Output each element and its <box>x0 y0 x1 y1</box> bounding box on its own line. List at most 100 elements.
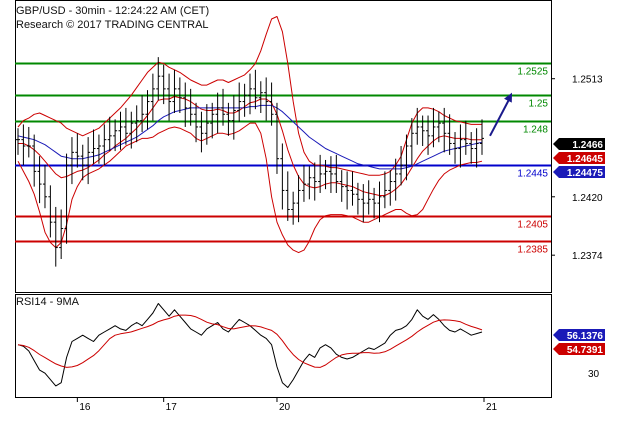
rsi-ma-value-tag: 54.7391 <box>553 343 605 356</box>
price-bar <box>312 162 317 201</box>
level-label: 1.2405 <box>517 220 548 231</box>
price-panel-frame <box>15 0 552 293</box>
price-bar <box>258 81 263 113</box>
price-bar <box>339 170 344 202</box>
price-bar <box>248 73 252 115</box>
price-bar <box>264 77 269 121</box>
price-bar <box>350 171 355 206</box>
price-bar <box>469 132 474 164</box>
price-bar <box>231 95 236 140</box>
price-axis-label: 1.2420 <box>572 193 603 204</box>
rsi-ma-value-box <box>553 343 605 355</box>
price-bar <box>388 170 393 206</box>
price-bar <box>382 171 387 209</box>
level-label: 1.2445 <box>517 169 548 180</box>
price-bar <box>409 118 414 166</box>
level-label: 1.248 <box>523 125 548 136</box>
upper-bollinger-band <box>17 16 482 176</box>
price-bar <box>37 156 42 204</box>
price-bar <box>42 165 47 209</box>
price-bar <box>453 132 458 164</box>
price-bar <box>69 137 74 185</box>
rsi-panel-frame <box>15 294 552 398</box>
price-bar <box>442 107 447 153</box>
rsi-ma-value-label: 54.7391 <box>567 345 604 356</box>
price-bar <box>237 82 242 122</box>
price-axis-label: 1.2374 <box>572 251 603 262</box>
price-bar <box>334 154 339 193</box>
price-bar <box>377 181 382 223</box>
forecast-arrowhead <box>504 92 512 103</box>
price-bar <box>21 124 26 166</box>
lower-bollinger-band <box>17 122 483 254</box>
rsi-value-box <box>553 329 605 341</box>
price-bar <box>145 90 150 130</box>
rsi-value-tag: 56.1376 <box>553 329 605 342</box>
price-bar <box>366 180 371 215</box>
price-bar <box>26 126 31 158</box>
price-bar <box>183 82 188 127</box>
price-bar <box>280 143 285 210</box>
price-bar <box>221 88 226 126</box>
slow-moving-average <box>17 104 483 170</box>
price-bar <box>113 119 118 152</box>
price-bar <box>328 156 333 193</box>
slow-ma-tag: 1.24475 <box>553 166 605 179</box>
price-bar <box>307 166 312 200</box>
chart-title: GBP/USD - 30min - 12:24:22 AM (CET) <box>16 5 210 17</box>
price-bar <box>48 185 53 238</box>
price-bar <box>210 102 215 139</box>
price-bar <box>102 124 107 166</box>
price-bar <box>323 159 328 190</box>
fast-ma-tag-box <box>553 152 605 164</box>
price-bar <box>150 73 155 121</box>
price-bar <box>167 73 172 121</box>
rsi-ma-line <box>17 314 483 368</box>
rsi-line <box>17 303 483 388</box>
level-label: 1.25 <box>529 99 549 110</box>
time-axis-label: 21 <box>486 402 498 413</box>
price-bar <box>215 92 220 134</box>
time-axis-label: 17 <box>166 402 178 413</box>
price-bar <box>345 171 350 210</box>
current-price-tag-box <box>553 138 605 150</box>
price-bar <box>86 137 91 185</box>
slow-ma-tag-box <box>553 166 605 178</box>
price-bar <box>447 114 452 155</box>
price-bar <box>393 158 398 201</box>
price-bar <box>199 111 204 153</box>
price-bar <box>91 129 96 164</box>
price-bar <box>134 105 139 143</box>
price-bar <box>161 64 166 105</box>
price-bar <box>177 77 182 113</box>
current-price-tag-label: 1.2466 <box>572 140 603 151</box>
rsi-axis-label: 30 <box>588 369 600 380</box>
price-axis-label: 1.2513 <box>572 75 603 86</box>
time-axis-label: 20 <box>279 402 291 413</box>
price-bar <box>361 184 366 223</box>
price-bar <box>253 69 258 110</box>
price-bar <box>80 144 85 181</box>
rsi-panel-title: RSI14 - 9MA <box>16 296 79 308</box>
price-bar <box>75 133 80 168</box>
price-bar <box>172 69 177 113</box>
copyright-notice: Research © 2017 TRADING CENTRAL <box>16 19 209 31</box>
price-bar <box>129 111 134 149</box>
price-bar <box>318 154 323 193</box>
price-bar <box>399 146 404 186</box>
price-bar <box>436 111 441 143</box>
price-bar <box>16 128 20 155</box>
price-bar <box>194 102 199 143</box>
price-bar <box>458 124 463 168</box>
price-bar <box>480 119 484 155</box>
price-bar <box>296 175 301 223</box>
price-bar <box>274 102 279 174</box>
price-bar <box>140 95 145 133</box>
price-bar <box>204 104 209 145</box>
price-bar <box>285 171 290 221</box>
price-bar <box>53 206 58 267</box>
level-label: 1.2385 <box>517 245 548 256</box>
forecast-arrow <box>489 97 511 137</box>
fast-ma-tag-label: 1.24645 <box>567 154 604 165</box>
price-bar <box>291 191 296 225</box>
